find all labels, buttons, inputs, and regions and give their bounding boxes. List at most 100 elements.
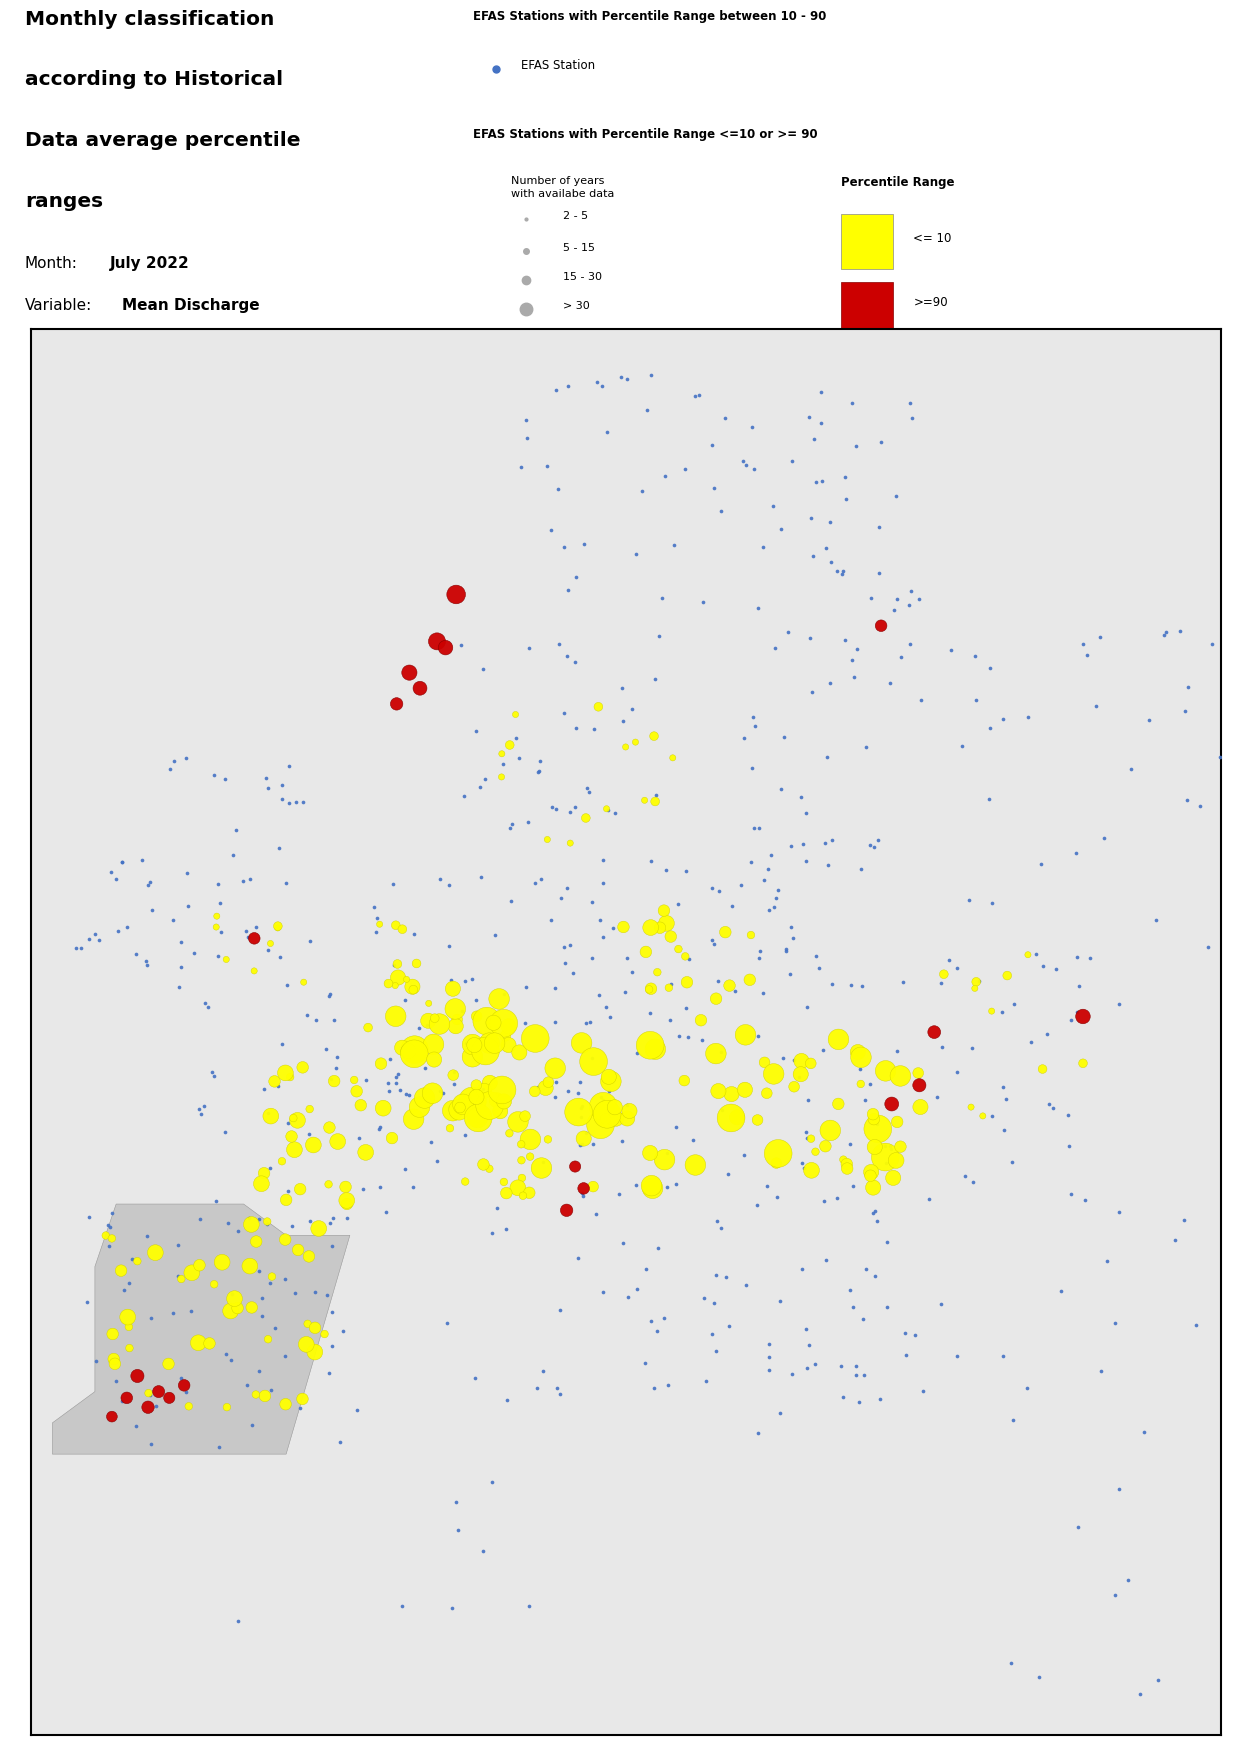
Point [436, 1308, 456, 1336]
Text: Data average percentile: Data average percentile [25, 131, 300, 151]
Point [194, 989, 214, 1017]
Point [487, 1194, 507, 1222]
Point [440, 871, 460, 899]
Point [444, 1061, 464, 1089]
Point [851, 1069, 871, 1097]
Point [841, 389, 861, 417]
Point [613, 708, 633, 736]
Point [832, 557, 852, 586]
Point [78, 1203, 98, 1231]
Point [635, 1255, 655, 1283]
Point [1025, 940, 1045, 968]
Point [593, 924, 613, 952]
Point [704, 929, 724, 957]
Point [440, 1115, 460, 1143]
Point [1073, 1003, 1093, 1031]
Point [612, 1127, 632, 1155]
Point [446, 580, 466, 608]
Point [602, 1104, 622, 1132]
Point [282, 1122, 302, 1150]
Point [655, 855, 675, 884]
Point [902, 403, 922, 431]
Point [1017, 1374, 1037, 1402]
Point [982, 1103, 1002, 1131]
Point [637, 396, 657, 424]
Point [900, 389, 920, 417]
Point [796, 847, 816, 875]
Point [258, 1325, 278, 1353]
Point [756, 1173, 776, 1201]
Point [282, 1211, 302, 1239]
Point [1045, 955, 1065, 983]
Point [756, 1080, 776, 1108]
Point [1096, 1248, 1116, 1276]
Point [495, 1022, 515, 1050]
Point [349, 1124, 369, 1152]
Point [293, 1054, 313, 1082]
Point [625, 540, 645, 568]
Point [455, 782, 475, 810]
Point [177, 859, 197, 887]
Point [800, 624, 820, 652]
Point [932, 1033, 952, 1061]
Point [826, 556, 846, 584]
Point [644, 722, 664, 750]
Point [324, 1068, 344, 1096]
Point [719, 971, 739, 999]
Point [577, 773, 597, 801]
Point [379, 1076, 399, 1104]
Point [927, 1083, 947, 1111]
Point [396, 1080, 416, 1108]
Point [446, 1488, 466, 1516]
Point [451, 631, 471, 659]
Point [963, 1167, 983, 1196]
Point [805, 1350, 825, 1378]
Point [242, 1210, 262, 1238]
Point [184, 940, 204, 968]
Text: Month:: Month: [25, 256, 77, 272]
Point [814, 1036, 834, 1064]
Point [270, 943, 290, 971]
Point [300, 927, 320, 955]
Point [473, 1537, 493, 1565]
Point [386, 1069, 406, 1097]
Point [704, 475, 724, 503]
Point [852, 971, 872, 999]
Point [1155, 621, 1175, 649]
Point [277, 869, 297, 898]
Point [703, 431, 723, 459]
Point [574, 529, 594, 557]
Point [898, 591, 918, 619]
Point [388, 950, 407, 978]
Point [569, 1131, 589, 1159]
Point [693, 1026, 713, 1054]
Point [1073, 631, 1093, 659]
Point [1062, 1006, 1082, 1034]
Point [654, 896, 674, 924]
Point [966, 968, 986, 996]
Point [1134, 1418, 1154, 1446]
Point [571, 1094, 591, 1122]
Point [1190, 792, 1210, 820]
Point [711, 498, 731, 526]
Point [677, 857, 697, 885]
Point [675, 943, 695, 971]
Point [425, 1004, 445, 1033]
Point [882, 1090, 902, 1118]
Point [1174, 1206, 1194, 1234]
Point [238, 922, 258, 950]
Point [759, 1343, 779, 1371]
Point [744, 456, 764, 484]
Point [578, 778, 598, 806]
Point [253, 1283, 273, 1311]
Point [430, 864, 450, 892]
Point [520, 633, 540, 661]
Point [455, 1167, 475, 1196]
Point [962, 1034, 982, 1062]
Point [427, 1146, 447, 1175]
Point [650, 913, 670, 941]
Point [613, 1229, 633, 1257]
Point [402, 973, 422, 1001]
Point [709, 876, 729, 905]
Point [482, 1467, 502, 1495]
